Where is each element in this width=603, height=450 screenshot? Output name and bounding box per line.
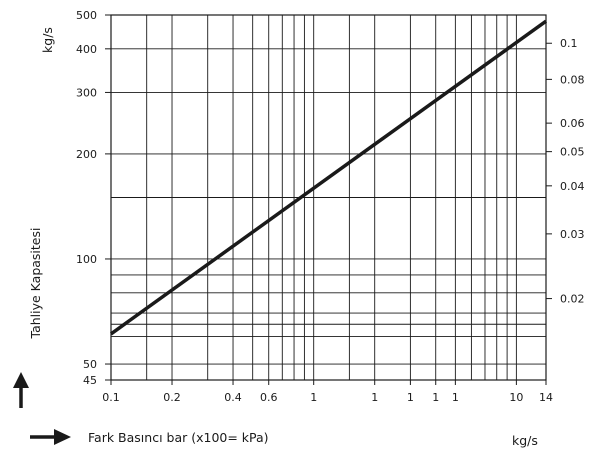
- y2-tick-label: 0.02: [560, 293, 585, 306]
- x-tick-label: 0.4: [224, 391, 242, 404]
- x-axis-ticks: 0.1 0.2 0.4 0.6 1 1 1 1 1 10 14: [102, 380, 553, 404]
- y2-axis-ticks: 0.1 0.08 0.06 0.05 0.04 0.03 0.02: [546, 37, 585, 306]
- x-tick-label: 1: [452, 391, 459, 404]
- y-tick-label: 300: [76, 86, 97, 99]
- plot-frame: [110, 14, 547, 381]
- x-tick-label: 10: [509, 391, 523, 404]
- y2-tick-label: 0.08: [560, 73, 585, 86]
- y-tick-label: 100: [76, 253, 97, 266]
- x-tick-label: 1: [432, 391, 439, 404]
- y-axis-title: Tahliye Kapasitesi: [28, 228, 43, 340]
- x-tick-label: 14: [539, 391, 553, 404]
- y-unit-label: kg/s: [40, 27, 55, 53]
- y-tick-label: 500: [76, 9, 97, 22]
- y2-tick-label: 0.1: [560, 37, 578, 50]
- x-tick-label: 0.6: [260, 391, 278, 404]
- y2-tick-label: 0.04: [560, 180, 585, 193]
- y-tick-label: 50: [83, 358, 97, 371]
- y-arrow-icon: [13, 372, 29, 408]
- x-unit-label: kg/s: [512, 433, 538, 448]
- x-tick-label: 1: [371, 391, 378, 404]
- y-axis-ticks: 500 400 300 200 100 50 45: [76, 9, 111, 387]
- y-tick-label: 200: [76, 148, 97, 161]
- series-layer: [109, 19, 548, 336]
- y-tick-label: 45: [83, 374, 97, 387]
- x-tick-label: 1: [310, 391, 317, 404]
- y2-tick-label: 0.03: [560, 228, 585, 241]
- chart-grid: [111, 15, 546, 380]
- x-axis-title: Fark Basıncı bar (x100= kPa): [88, 430, 269, 445]
- y2-tick-label: 0.05: [560, 146, 585, 159]
- series-line: [109, 19, 548, 336]
- x-tick-label: 0.2: [163, 391, 181, 404]
- x-tick-label: 1: [407, 391, 414, 404]
- x-tick-label: 0.1: [102, 391, 120, 404]
- y-tick-label: 400: [76, 43, 97, 56]
- y2-tick-label: 0.06: [560, 117, 585, 130]
- x-arrow-icon: [30, 429, 71, 445]
